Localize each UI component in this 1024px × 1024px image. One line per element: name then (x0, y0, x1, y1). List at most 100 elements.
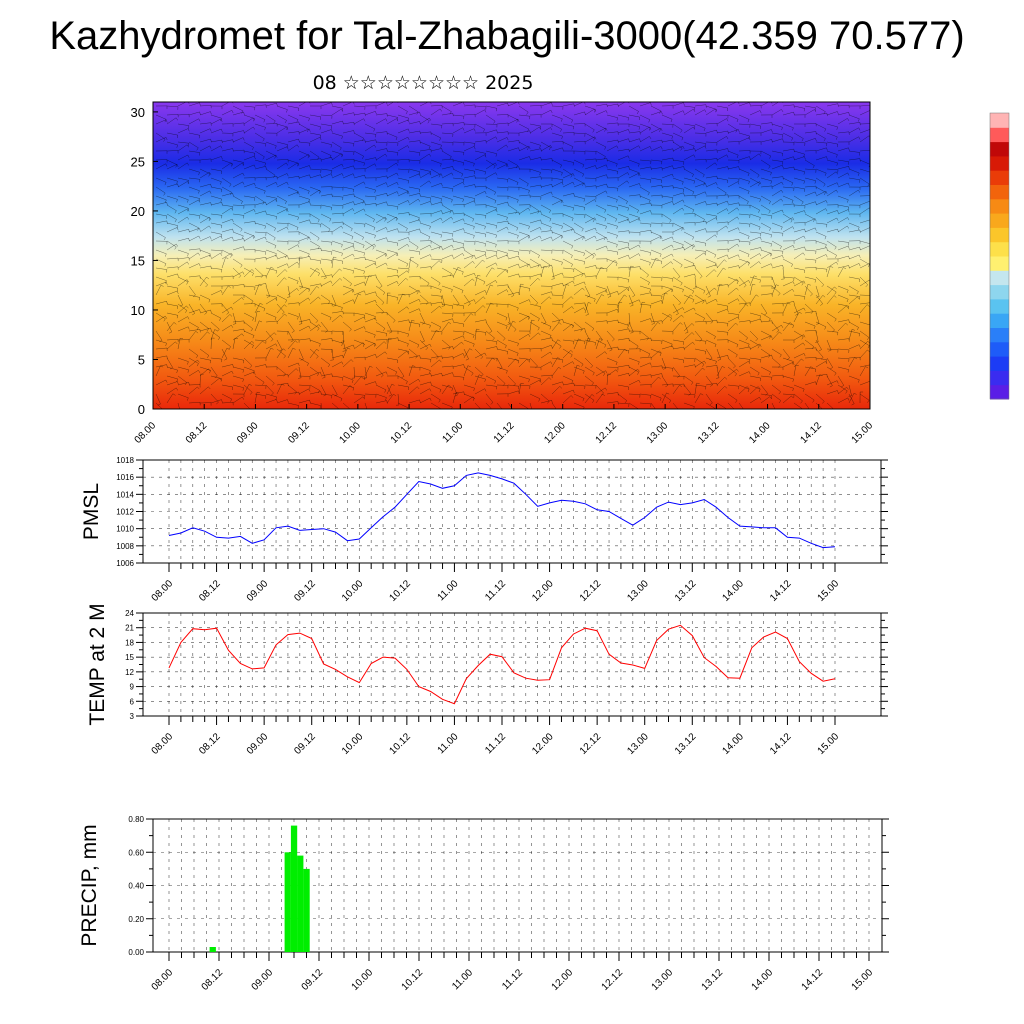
xtick-label: 08.12 (197, 578, 223, 604)
ytick-label: 1008 (116, 542, 134, 551)
color-bar-swatch (990, 256, 1009, 271)
xtick-label: 09.12 (292, 578, 318, 604)
xtick-label: 12.12 (578, 578, 604, 604)
color-bar (989, 112, 1010, 400)
xtick-label: 10.00 (340, 731, 366, 757)
heatmap-ytick-label: 25 (131, 154, 145, 169)
xtick-label: 13.12 (673, 731, 699, 757)
heatmap-xtick-label: 14.12 (798, 420, 824, 446)
pmsl-panel: 1006 1008 1010 1012 1014 1016 1018 08.00 08.12 09… (80, 456, 888, 604)
xtick-label: 11.00 (436, 731, 461, 756)
heatmap-xtick-label: 10.12 (389, 420, 415, 446)
grid-lines (153, 818, 882, 953)
xtick-label: 14.12 (800, 967, 826, 993)
heatmap-hot-spot-0 (153, 335, 250, 409)
ytick-label: 1010 (116, 525, 134, 534)
heatmap-xtick-label: 13.12 (696, 420, 722, 446)
wind-barbs (155, 102, 870, 409)
xtick-label: 08.00 (150, 731, 176, 757)
heatmap-xtick-label: 08.12 (184, 420, 210, 446)
heatmap-xtick-label: 10.00 (338, 420, 364, 446)
xtick-label: 08.00 (150, 578, 176, 604)
chart-title: Kazhydromet for Tal-Zhabagili-3000(42.35… (49, 14, 965, 58)
precip-bar-1 (284, 852, 291, 953)
heatmap-xtick-label: 14.00 (747, 420, 773, 446)
xtick-label: 12.00 (530, 578, 556, 604)
xtick-label: 13.00 (625, 578, 651, 604)
color-bar-swatch (990, 384, 1009, 400)
color-bar-swatch (990, 313, 1009, 328)
y-axis-title: TEMP at 2 M (86, 603, 109, 725)
xtick-label: 14.00 (721, 731, 747, 757)
xtick-label: 13.00 (650, 967, 676, 993)
ytick-label: 1006 (116, 559, 134, 568)
heatmap-ytick-label: 30 (131, 105, 145, 120)
panel-frame (152, 818, 883, 953)
precip-bar-4 (303, 868, 310, 952)
precip-bar-2 (290, 825, 298, 952)
xtick-label: 10.12 (388, 578, 414, 604)
series-line-0 (168, 624, 836, 705)
color-bar-swatch (990, 113, 1009, 128)
heatmap-hot-spot-1 (275, 335, 385, 409)
heatmap-ytick-label: 10 (131, 303, 145, 318)
ytick-label: 0.00 (128, 948, 144, 957)
heatmap-hot-spot-3 (585, 335, 695, 409)
series-line-0 (168, 472, 836, 549)
y-axis-title: PRECIP, mm (78, 824, 101, 946)
xtick-label: 14.00 (721, 578, 747, 604)
color-bar-swatch (990, 241, 1009, 257)
heatmap-xtick-label: 09.00 (235, 420, 261, 446)
xtick-label: 14.12 (768, 578, 794, 604)
precipitation-panel: 0.00 0.20 0.40 0.60 0.80 08.00 08.12 09.00 09.12… (78, 815, 889, 993)
heatmap-ytick-label: 5 (138, 352, 145, 367)
xtick-label: 09.00 (245, 578, 271, 604)
heatmap-xtick-label: 08.00 (133, 420, 159, 446)
color-bar-swatch (990, 327, 1009, 343)
heatmap-xtick-label: 12.00 (542, 420, 568, 446)
color-bar-swatch (990, 370, 1009, 386)
grid-lines (143, 612, 881, 717)
ytick-label: 0.20 (128, 915, 144, 924)
xtick-label: 08.12 (197, 731, 223, 757)
ytick-label: 18 (125, 638, 134, 647)
xtick-label: 13.12 (700, 967, 726, 993)
xtick-label: 10.12 (388, 731, 414, 757)
temperature-panel: 3 6 9 12 15 18 21 24 08.00 08.12 09.00 09.12 10.00 10… (86, 603, 888, 757)
ytick-label: 12 (125, 668, 134, 677)
xtick-label: 11.00 (436, 578, 461, 603)
ytick-label: 0.40 (128, 882, 144, 891)
color-bar-swatch (990, 213, 1009, 228)
xtick-label: 14.00 (750, 967, 776, 993)
color-bar-swatch (990, 170, 1009, 185)
xtick-label: 15.00 (816, 578, 842, 604)
xtick-label: 09.00 (245, 731, 271, 757)
xtick-label: 12.12 (578, 731, 604, 757)
xtick-label: 15.00 (850, 967, 876, 993)
color-bar-swatch (990, 227, 1009, 243)
ytick-label: 0.80 (128, 815, 144, 824)
xtick-label: 13.00 (625, 731, 651, 757)
color-bar-swatch (990, 341, 1009, 357)
xtick-label: 14.12 (768, 731, 794, 757)
panel-frame (142, 612, 882, 717)
xtick-label: 11.00 (450, 967, 475, 992)
xtick-label: 08.00 (150, 967, 176, 993)
heatmap-ytick-label: 15 (131, 253, 145, 268)
color-bar-swatch (990, 284, 1009, 300)
xtick-label: 09.00 (250, 967, 276, 993)
xtick-label: 15.00 (816, 731, 842, 757)
ytick-label: 1016 (116, 473, 134, 482)
color-bar-swatch (990, 198, 1009, 214)
color-bar-swatch (990, 184, 1009, 200)
grid-lines (143, 459, 881, 564)
ytick-label: 1018 (116, 456, 134, 465)
ytick-label: 1014 (116, 490, 134, 499)
heatmap-field (153, 102, 870, 409)
ytick-label: 6 (130, 697, 135, 706)
heatmap-xtick-label: 11.12 (492, 420, 517, 445)
chart-subtitle: 08 ☆☆☆☆☆☆☆☆ 2025 (312, 72, 534, 94)
heatmap-xtick-label: 12.12 (594, 420, 620, 446)
ytick-label: 15 (125, 653, 134, 662)
